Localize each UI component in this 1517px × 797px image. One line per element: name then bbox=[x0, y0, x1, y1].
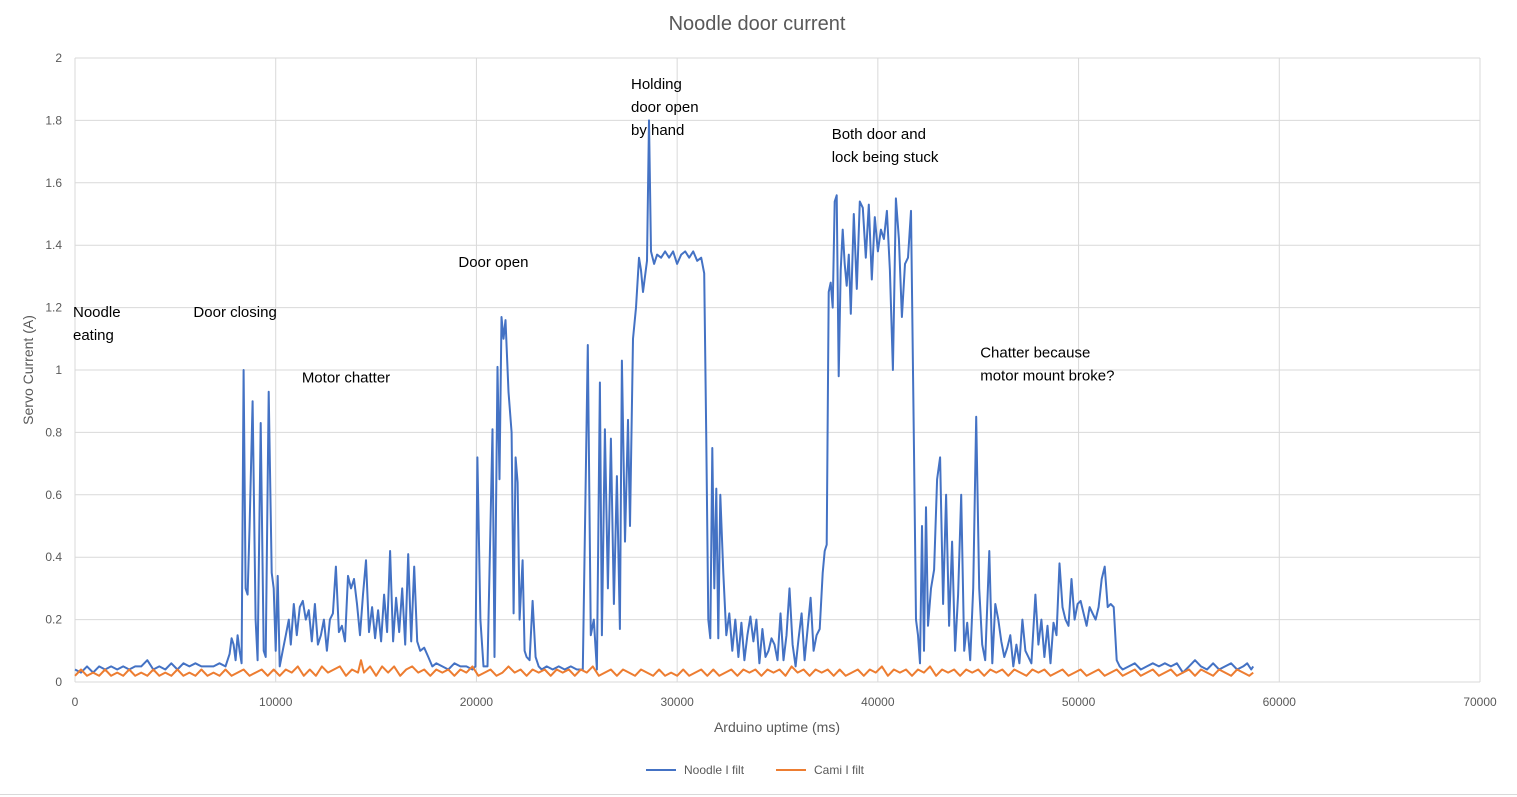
x-tick-label: 10000 bbox=[259, 695, 293, 709]
chart-title: Noodle door current bbox=[669, 13, 846, 35]
annotation-label: Noodle eating bbox=[73, 304, 121, 344]
y-tick-label: 0.4 bbox=[45, 550, 62, 564]
y-axis-label: Servo Current (A) bbox=[20, 315, 36, 425]
x-tick-label: 40000 bbox=[861, 695, 895, 709]
series-line-cami-i-filt bbox=[74, 659, 1254, 677]
series-line-noodle-i-filt bbox=[74, 119, 1255, 674]
x-tick-label: 50000 bbox=[1062, 695, 1096, 709]
x-axis-label: Arduino uptime (ms) bbox=[714, 719, 840, 735]
legend-label: Cami I filt bbox=[814, 763, 865, 777]
annotations: Noodle eating Door closing Motor chatter Doo… bbox=[73, 76, 1114, 386]
y-tick-label: 2 bbox=[55, 51, 62, 65]
y-tick-label: 0.8 bbox=[45, 425, 62, 439]
legend-label: Noodle I filt bbox=[684, 763, 745, 777]
annotation-label: Holding door open by hand bbox=[631, 76, 699, 139]
divider bbox=[0, 794, 1517, 795]
y-tick-label: 0.2 bbox=[45, 613, 62, 627]
x-tick-label: 0 bbox=[72, 695, 79, 709]
annotation-label: Door open bbox=[458, 254, 528, 271]
annotation-label: Motor chatter bbox=[302, 369, 390, 386]
legend: Noodle I filt Cami I filt bbox=[646, 763, 865, 777]
annotation-label: Door closing bbox=[193, 304, 276, 321]
y-tick-label: 1.2 bbox=[45, 301, 62, 315]
x-tick-label: 30000 bbox=[660, 695, 694, 709]
y-tick-label: 1.8 bbox=[45, 113, 62, 127]
annotation-label: Chatter because motor mount broke? bbox=[980, 345, 1114, 385]
x-tick-label: 20000 bbox=[460, 695, 494, 709]
axis-ticks: 0 0.2 0.4 0.6 0.8 1 1.2 1.4 1.6 1.8 2 0 10000 20000 30… bbox=[45, 51, 1497, 709]
y-tick-label: 1.4 bbox=[45, 238, 62, 252]
y-tick-label: 1 bbox=[55, 363, 62, 377]
y-tick-label: 0 bbox=[55, 675, 62, 689]
x-tick-label: 70000 bbox=[1463, 695, 1497, 709]
y-tick-label: 0.6 bbox=[45, 488, 62, 502]
y-tick-label: 1.6 bbox=[45, 176, 62, 190]
annotation-label: Both door and lock being stuck bbox=[832, 126, 939, 166]
x-tick-label: 60000 bbox=[1263, 695, 1297, 709]
gridlines bbox=[74, 57, 1481, 683]
series-lines bbox=[74, 119, 1255, 677]
